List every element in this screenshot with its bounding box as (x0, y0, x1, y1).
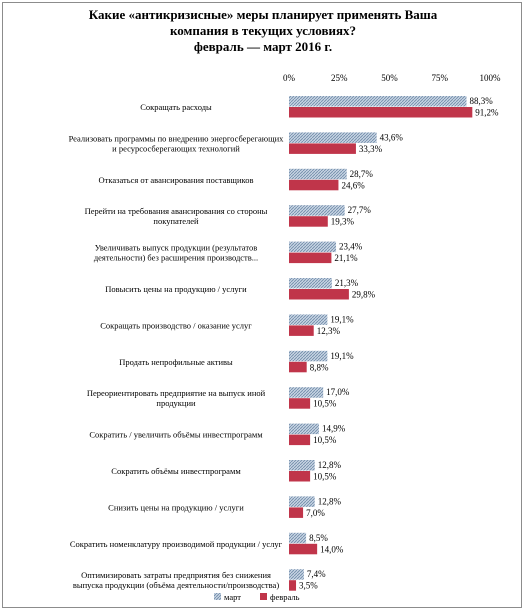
category-label: деятельности) без расширения производств… (94, 253, 258, 263)
x-tick-label: 0% (283, 73, 296, 83)
bar-february (289, 179, 339, 191)
x-tick-label: 25% (331, 73, 348, 83)
chart-title-line: компания в текущих условиях? (170, 23, 356, 38)
data-label-february: 10,5% (313, 472, 337, 482)
data-label-february: 14,0% (320, 544, 344, 554)
category-label: Продать непрофильные активы (119, 357, 233, 367)
data-label-march: 27,7% (348, 205, 372, 215)
category-labels: Сокращать расходы Реализовать программы п… (69, 102, 285, 590)
data-label-march: 17,0% (326, 387, 350, 397)
data-label-march: 14,9% (322, 424, 346, 434)
bar-march (289, 387, 324, 398)
bars (289, 96, 473, 591)
x-tick-label: 50% (381, 73, 398, 83)
data-label-march: 12,8% (318, 496, 342, 506)
data-label-february: 10,5% (313, 399, 337, 409)
bar-march (289, 423, 319, 435)
bar-february (289, 471, 311, 482)
data-label-march: 21,3% (335, 278, 359, 288)
category-label: Реализовать программы по внедрению энерг… (69, 133, 285, 143)
data-labels: 88,3% 91,2% 43,6% 33,3% 28,7%24,6% 27,7% 19,3%… (299, 96, 499, 591)
data-label-february: 8,8% (310, 362, 329, 372)
category-label: Сократить / увеличить объёмы инвестпрогр… (89, 430, 263, 440)
legend-label-february: февраль (270, 592, 300, 602)
chart-title-line: февраль — март 2016 г. (194, 39, 332, 54)
category-label: Сократить номенклатуру производимой прод… (70, 539, 283, 549)
chart-title-line: Какие «антикризисные» меры планирует при… (89, 7, 438, 22)
bar-march (289, 350, 328, 362)
chart-title: Какие «антикризисные» меры планирует при… (89, 7, 438, 54)
bar-february (289, 543, 318, 555)
x-axis-ticks: 0% 25% 50% 75% 100% (283, 73, 501, 83)
bar-march (289, 96, 467, 107)
bar-february (289, 143, 356, 154)
category-label: Снизить цены на продукцию / услуги (108, 502, 244, 512)
bar-february (289, 216, 328, 227)
data-label-february: 21,1% (334, 253, 358, 263)
data-label-february: 29,8% (352, 290, 376, 300)
category-label: Сокращать расходы (140, 102, 212, 112)
bar-february (289, 507, 304, 518)
data-label-february: 19,3% (331, 217, 355, 227)
category-label: Сокращать производство / оказание услуг (100, 320, 252, 330)
category-label: Переориентировать предприятие на выпуск … (87, 388, 266, 398)
bar-february (289, 580, 297, 591)
bar-march (289, 460, 315, 471)
data-label-march: 7,4% (307, 569, 326, 579)
data-label-march: 28,7% (350, 169, 374, 179)
data-label-february: 91,2% (475, 108, 499, 118)
category-label: и ресурсосберегающих технологий (112, 143, 240, 153)
data-label-february: 10,5% (313, 435, 337, 445)
data-label-february: 7,0% (306, 508, 325, 518)
data-label-february: 24,6% (341, 180, 365, 190)
legend: март февраль (214, 592, 300, 602)
bar-february (289, 398, 311, 409)
bar-march (289, 241, 337, 253)
category-label: продукции (156, 398, 196, 408)
chart-frame (2, 2, 522, 608)
category-label: Перейти на требования авансирования со с… (85, 206, 268, 216)
data-label-february: 12,3% (317, 326, 341, 336)
bar-march (289, 532, 307, 544)
bar-march (289, 569, 304, 580)
category-label: Сократить объёмы инвестпрограмм (111, 466, 241, 476)
legend-swatch-march (214, 593, 221, 600)
data-label-march: 19,1% (330, 314, 354, 324)
category-label: Повысить цены на продукцию / услуги (105, 284, 247, 294)
data-label-february: 3,5% (299, 581, 318, 591)
category-label: выпуска продукции (объёма деятельности/п… (73, 580, 279, 590)
bar-march (289, 168, 347, 180)
category-label: Увеличивать выпуск продукции (результато… (95, 243, 257, 253)
data-label-march: 43,6% (380, 132, 404, 142)
bar-march (289, 314, 328, 325)
bar-march (289, 132, 377, 143)
bar-february (289, 325, 314, 336)
category-label: Отказаться от авансирования поставщиков (99, 175, 254, 185)
bar-february (289, 361, 307, 373)
bar-february (289, 107, 473, 118)
data-label-march: 8,5% (309, 533, 328, 543)
data-label-march: 88,3% (469, 96, 493, 106)
data-label-march: 12,8% (318, 460, 342, 470)
x-tick-label: 75% (432, 73, 449, 83)
bar-february (289, 252, 332, 264)
data-label-march: 23,4% (339, 242, 363, 252)
category-label: Оптимизировать затраты предприятия без с… (81, 570, 271, 580)
category-label: покупателей (153, 216, 199, 226)
data-label-march: 19,1% (330, 351, 354, 361)
bar-march (289, 205, 345, 216)
legend-label-march: март (224, 592, 241, 602)
bar-february (289, 434, 311, 446)
bar-march (289, 278, 332, 289)
bar-march (289, 496, 315, 507)
legend-swatch-february (260, 593, 267, 600)
x-tick-label: 100% (480, 73, 502, 83)
bar-february (289, 289, 349, 300)
data-label-february: 33,3% (359, 144, 383, 154)
